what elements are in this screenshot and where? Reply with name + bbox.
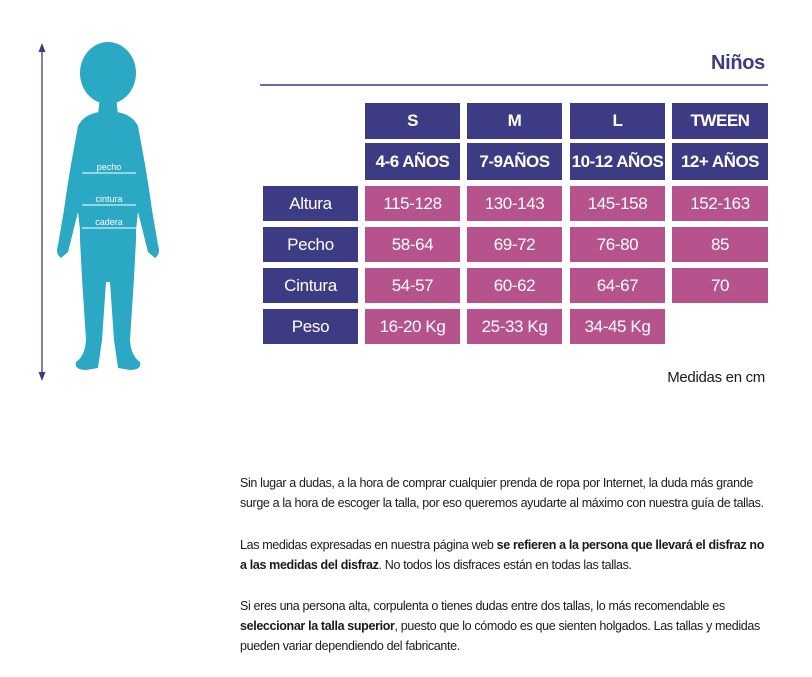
table-cell: 16-20 Kg <box>365 309 460 344</box>
table-cell: 152-163 <box>672 186 768 221</box>
table-cell: 85 <box>672 227 768 262</box>
table-cell: 76-80 <box>570 227 665 262</box>
size-header-l: L <box>570 103 665 139</box>
intro-paragraph: Sin lugar a dudas, a la hora de comprar … <box>240 473 770 513</box>
advice-paragraph: Si eres una persona alta, corpulenta o t… <box>240 596 770 656</box>
advice-text-bold: seleccionar la talla superior <box>240 619 395 633</box>
measures-text-bold: se refieren a la persona que llevará el … <box>240 538 765 572</box>
table-cell: 64-67 <box>570 268 665 303</box>
measurement-lines <box>82 172 136 229</box>
size-header-m: M <box>467 103 562 139</box>
intro-text: Sin lugar a dudas, a la hora de comprar … <box>240 476 764 510</box>
table-cell: 145-158 <box>570 186 665 221</box>
age-header-m: 7-9AÑOS <box>467 143 562 180</box>
measures-text-a: Las medidas expresadas en nuestra página… <box>240 538 497 552</box>
page-title: Niños <box>710 52 765 74</box>
measures-text-c: . No todos los disfraces están en todas … <box>378 558 632 572</box>
table-cell: 115-128 <box>365 186 460 221</box>
table-cell: 58-64 <box>365 227 460 262</box>
age-header-s: 4-6 AÑOS <box>365 143 460 180</box>
table-cell: 54-57 <box>365 268 460 303</box>
child-silhouette-figure: pecho cintura cadera <box>38 42 159 381</box>
advice-text-a: Si eres una persona alta, corpulenta o t… <box>240 599 725 613</box>
row-label-chest: Pecho <box>263 227 358 262</box>
table-cell: 70 <box>672 268 768 303</box>
advice-text-c: , puesto que lo cómodo es que sienten ho… <box>240 619 760 653</box>
table-cell: 69-72 <box>467 227 562 262</box>
height-arrow-icon <box>38 43 46 381</box>
child-body-icon <box>57 42 159 370</box>
row-label-waist: Cintura <box>263 268 358 303</box>
table-cell: 25-33 Kg <box>467 309 562 344</box>
table-cell: 130-143 <box>467 186 562 221</box>
title-divider <box>260 84 768 86</box>
measures-paragraph: Las medidas expresadas en nuestra página… <box>240 535 770 575</box>
row-label-weight: Peso <box>263 309 358 344</box>
figure-label-hip: cadera <box>95 217 123 227</box>
table-cell: 34-45 Kg <box>570 309 665 344</box>
row-label-height: Altura <box>263 186 358 221</box>
age-header-tween: 12+ AÑOS <box>672 143 768 180</box>
size-header-s: S <box>365 103 460 139</box>
table-cell: 60-62 <box>467 268 562 303</box>
size-header-tween: TWEEN <box>672 103 768 139</box>
figure-label-waist: cintura <box>95 194 122 204</box>
figure-label-chest: pecho <box>97 162 122 172</box>
age-header-l: 10-12 AÑOS <box>570 143 665 180</box>
units-note: Medidas en cm <box>667 369 765 386</box>
